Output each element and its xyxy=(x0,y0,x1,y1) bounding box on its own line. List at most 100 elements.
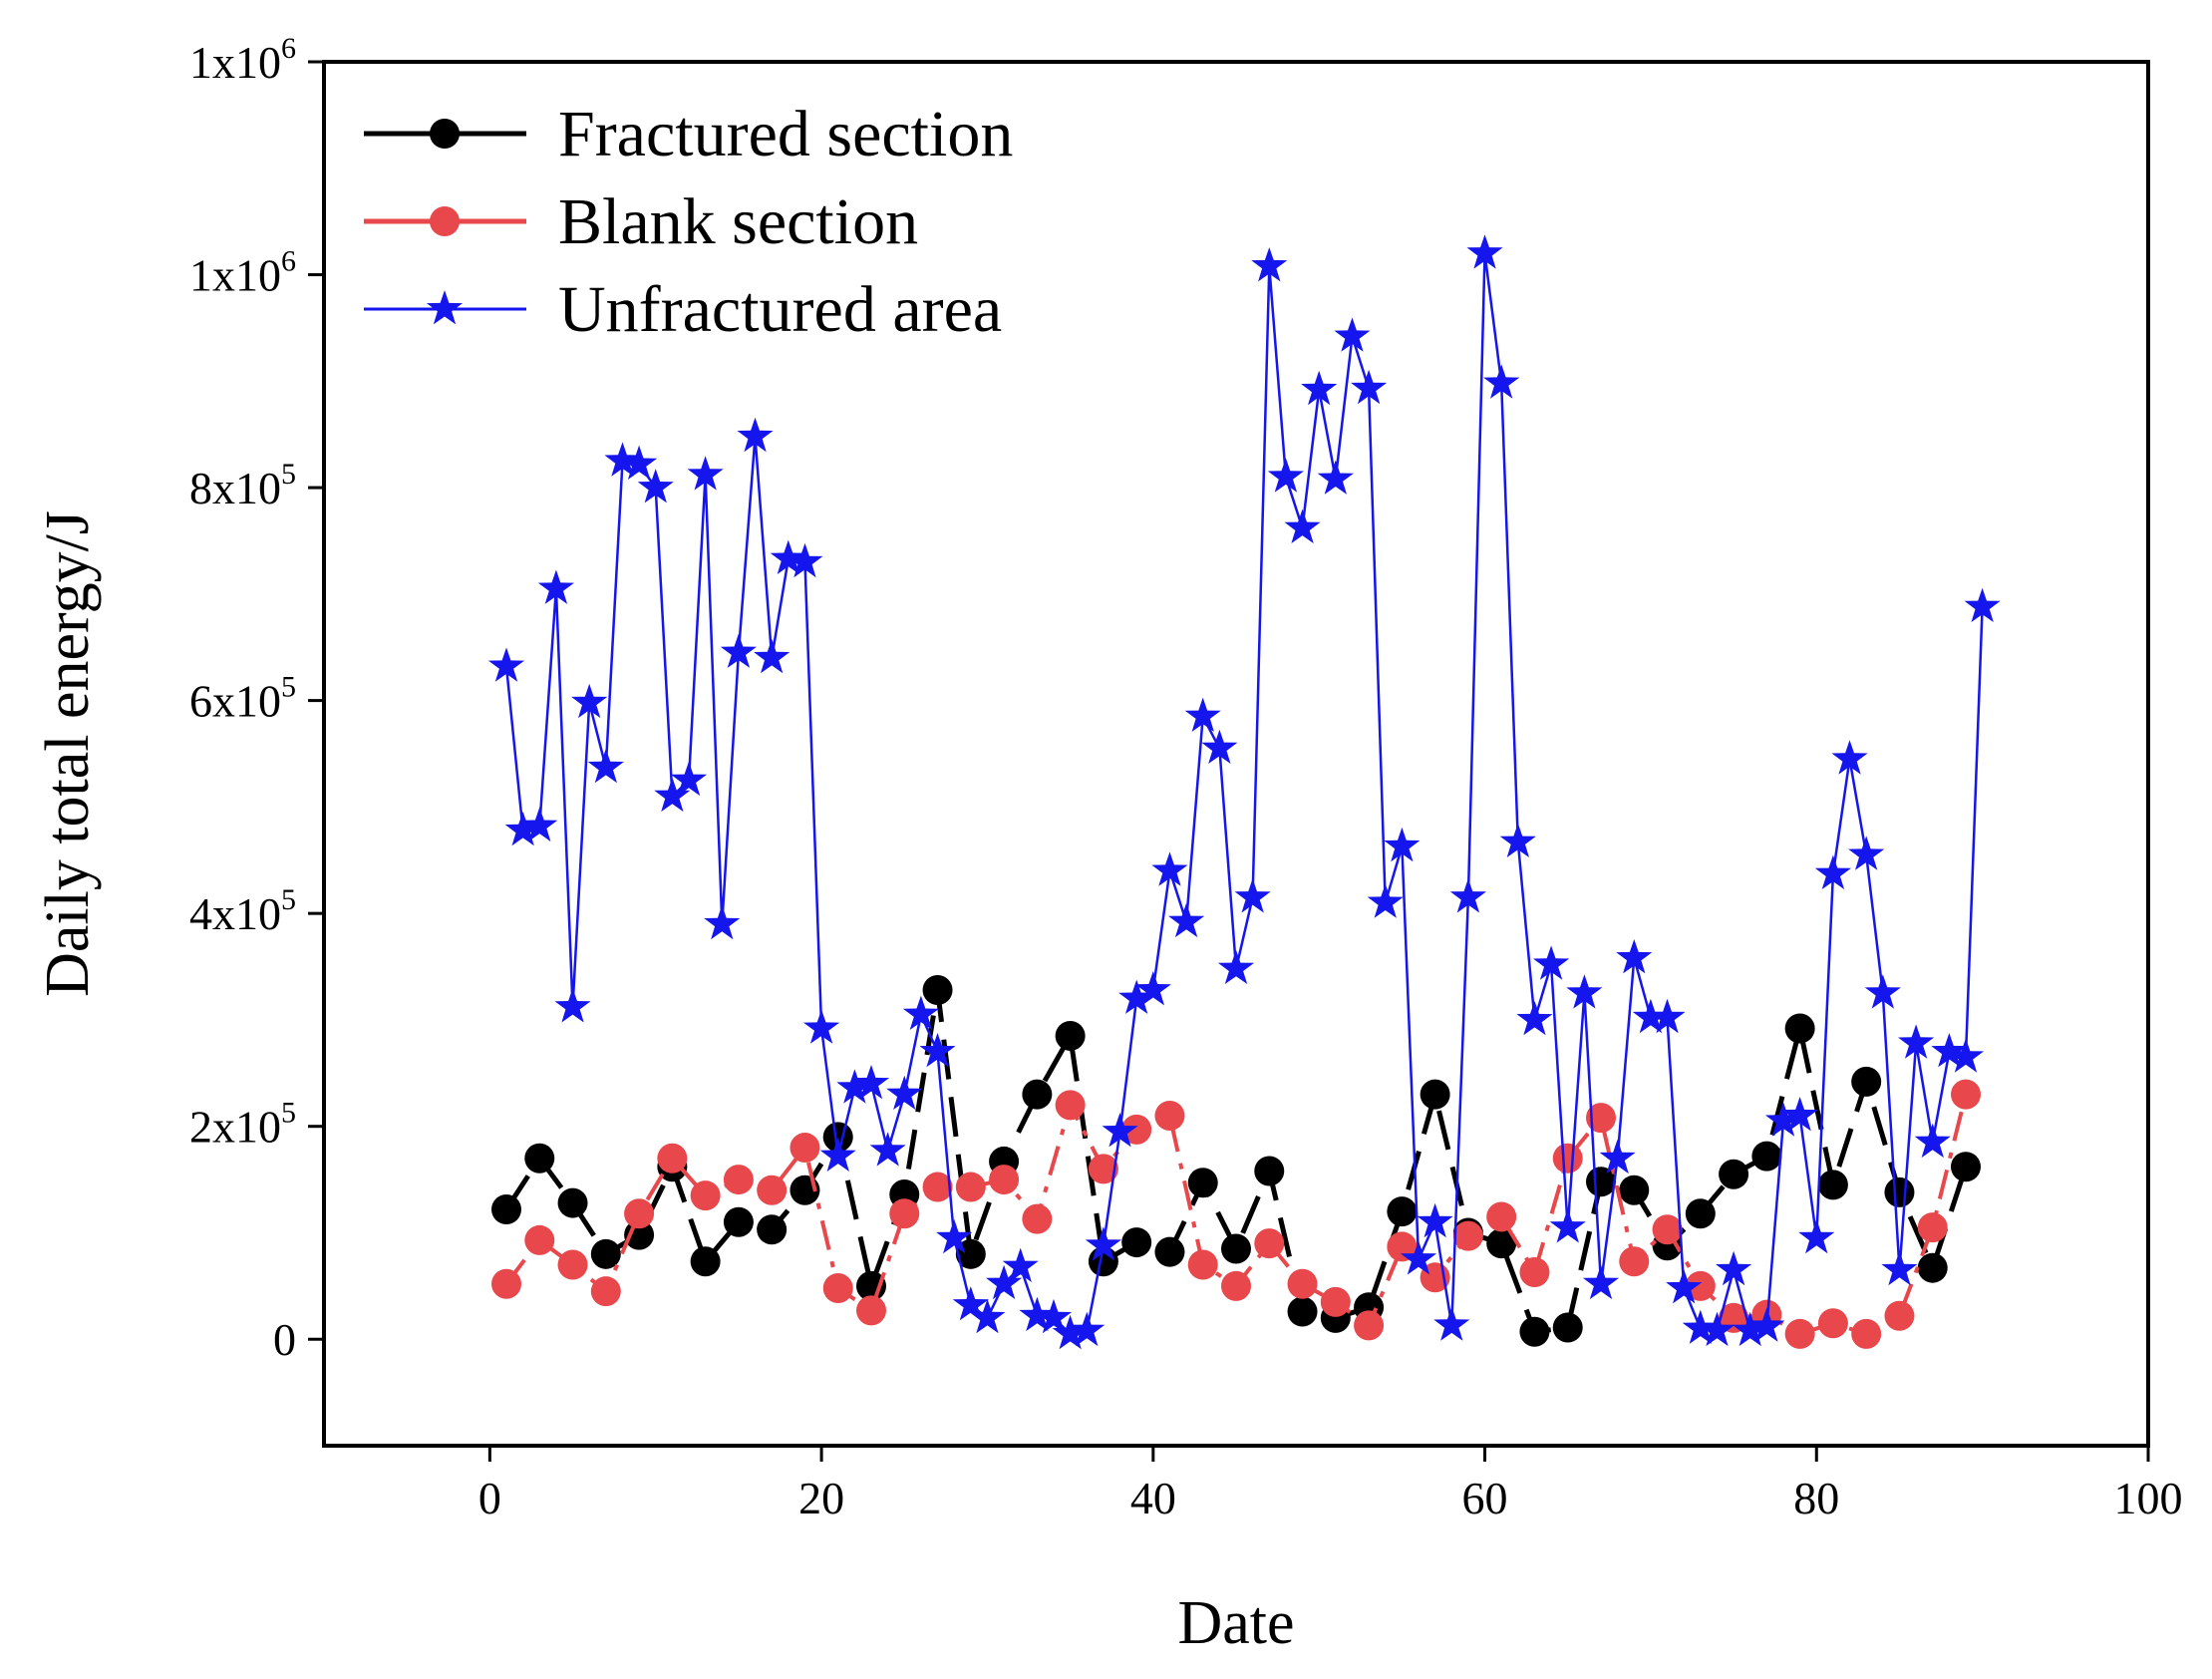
data-point-blank-section xyxy=(1917,1212,1948,1243)
data-point-unfractured-area xyxy=(1848,836,1885,870)
data-point-blank-section xyxy=(1951,1079,1981,1110)
data-point-unfractured-area xyxy=(1351,369,1388,405)
data-point-unfractured-area xyxy=(687,456,724,491)
data-point-unfractured-area xyxy=(1499,823,1536,857)
data-point-fractured-section xyxy=(1552,1312,1583,1343)
data-point-unfractured-area xyxy=(1118,979,1155,1014)
data-point-fractured-section xyxy=(1055,1020,1086,1051)
legend-item-blank-section: Blank section xyxy=(364,185,918,258)
data-point-unfractured-area xyxy=(571,683,608,719)
legend-item-fractured-section: Fractured section xyxy=(364,98,1013,170)
data-point-unfractured-area xyxy=(1632,998,1669,1034)
data-point-fractured-section xyxy=(1851,1066,1882,1097)
series-unfractured-area xyxy=(487,234,2001,1350)
data-point-unfractured-area xyxy=(1267,458,1304,493)
data-point-blank-section xyxy=(1221,1270,1251,1301)
data-point-unfractured-area xyxy=(587,748,624,784)
data-point-fractured-section xyxy=(922,975,953,1006)
series-line-unfractured-area xyxy=(504,251,1984,1336)
data-point-fractured-section xyxy=(1619,1175,1650,1205)
data-point-unfractured-area xyxy=(1384,827,1421,862)
data-point-unfractured-area xyxy=(1184,697,1221,732)
data-point-fractured-section xyxy=(1187,1168,1218,1198)
data-point-unfractured-area xyxy=(787,542,823,578)
data-point-unfractured-area xyxy=(1947,1038,1985,1073)
legend-label: Blank section xyxy=(558,185,918,258)
data-point-unfractured-area xyxy=(720,633,757,668)
data-point-unfractured-area xyxy=(637,469,674,504)
data-point-unfractured-area xyxy=(1284,508,1321,543)
data-point-unfractured-area xyxy=(1831,740,1868,775)
x-tick-label: 80 xyxy=(1793,1473,1839,1523)
data-point-fractured-section xyxy=(590,1238,621,1269)
data-point-unfractured-area xyxy=(1582,1264,1620,1300)
data-point-blank-section xyxy=(491,1268,521,1299)
data-point-fractured-section xyxy=(1917,1252,1948,1283)
data-point-unfractured-area xyxy=(1566,974,1603,1009)
data-point-unfractured-area xyxy=(1367,883,1404,918)
data-point-blank-section xyxy=(1552,1143,1583,1174)
data-point-unfractured-area xyxy=(1931,1033,1968,1068)
data-point-fractured-section xyxy=(1685,1198,1716,1229)
data-point-unfractured-area xyxy=(1002,1247,1039,1282)
data-point-blank-section xyxy=(1320,1286,1351,1317)
x-tick-label: 0 xyxy=(478,1473,501,1523)
data-point-blank-section xyxy=(723,1165,754,1195)
data-point-fractured-section xyxy=(1751,1141,1782,1172)
data-point-unfractured-area xyxy=(1814,854,1851,889)
data-point-fractured-section xyxy=(1022,1079,1053,1110)
data-point-blank-section xyxy=(1088,1154,1118,1184)
data-point-unfractured-area xyxy=(1649,998,1686,1034)
x-tick-label: 20 xyxy=(798,1473,844,1523)
data-point-blank-section xyxy=(624,1198,655,1229)
data-point-unfractured-area xyxy=(1898,1024,1935,1059)
data-point-unfractured-area xyxy=(737,417,774,453)
data-point-unfractured-area xyxy=(1417,1202,1453,1238)
data-point-blank-section xyxy=(1619,1246,1650,1277)
data-point-fractured-section xyxy=(1784,1013,1815,1044)
data-point-blank-section xyxy=(524,1224,555,1255)
data-point-unfractured-area xyxy=(521,807,558,841)
data-point-unfractured-area xyxy=(1466,234,1503,269)
data-point-unfractured-area xyxy=(936,1218,973,1254)
data-point-unfractured-area xyxy=(1334,317,1371,352)
data-point-unfractured-area xyxy=(1069,1311,1106,1347)
legend-label: Unfractured area xyxy=(558,273,1002,346)
data-point-unfractured-area xyxy=(902,995,939,1030)
data-point-unfractured-area xyxy=(1168,902,1205,938)
data-point-unfractured-area xyxy=(1035,1298,1073,1334)
data-point-blank-section xyxy=(1187,1249,1218,1280)
data-point-blank-section xyxy=(989,1165,1020,1195)
y-tick-label: 4x105 xyxy=(189,883,296,939)
data-point-fractured-section xyxy=(1387,1196,1418,1227)
data-point-fractured-section xyxy=(524,1143,555,1174)
data-point-unfractured-area xyxy=(1483,364,1520,399)
data-point-blank-section xyxy=(1817,1308,1848,1339)
data-point-unfractured-area xyxy=(869,1132,906,1167)
y-axis: 0 2x105 4x105 6x105 8x105 1x106 1x106 xyxy=(189,32,324,1365)
data-point-blank-section xyxy=(1452,1220,1483,1251)
data-point-unfractured-area xyxy=(803,1009,840,1044)
data-point-fractured-section xyxy=(955,1238,986,1269)
data-point-blank-section xyxy=(1519,1256,1550,1287)
data-point-unfractured-area xyxy=(1052,1314,1089,1350)
data-point-fractured-section xyxy=(557,1187,588,1218)
data-point-blank-section xyxy=(1851,1318,1882,1349)
data-point-blank-section xyxy=(1287,1268,1318,1299)
data-point-fractured-section xyxy=(1287,1296,1318,1327)
y-tick-label: 1x106 xyxy=(189,32,296,88)
data-point-fractured-section xyxy=(491,1193,521,1224)
data-point-fractured-section xyxy=(1884,1176,1915,1207)
data-point-unfractured-area xyxy=(1433,1306,1470,1341)
data-point-blank-section xyxy=(1154,1101,1185,1132)
data-point-unfractured-area xyxy=(1699,1311,1736,1347)
data-point-blank-section xyxy=(1586,1103,1616,1134)
data-point-unfractured-area xyxy=(1748,1307,1785,1342)
data-point-unfractured-area xyxy=(537,569,574,604)
data-point-blank-section xyxy=(590,1276,621,1307)
data-point-blank-section xyxy=(557,1249,588,1280)
data-point-unfractured-area xyxy=(852,1065,890,1100)
data-point-unfractured-area xyxy=(836,1069,873,1104)
data-point-unfractured-area xyxy=(819,1137,856,1172)
series-blank-section xyxy=(491,1079,1981,1349)
